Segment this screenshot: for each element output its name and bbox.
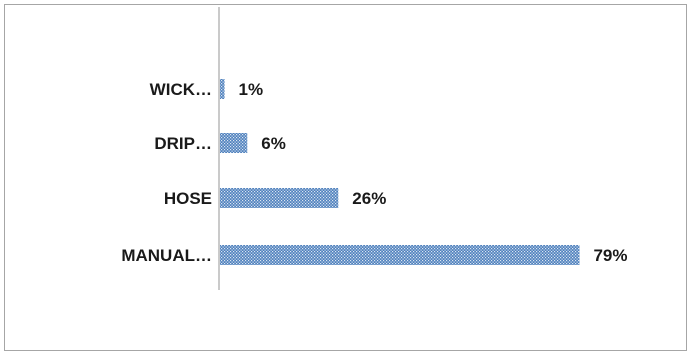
bar <box>220 79 225 99</box>
category-label: WICK… <box>150 80 212 99</box>
chart-marks: WICK… 1% DRIP… 6% HOSE 26% MANUAL… 79% <box>121 79 627 265</box>
data-label: 26% <box>352 189 386 208</box>
data-label: 6% <box>261 134 286 153</box>
bar <box>220 188 339 208</box>
data-label: 1% <box>239 80 264 99</box>
data-label: 79% <box>593 246 627 265</box>
chart-frame: WICK… 1% DRIP… 6% HOSE 26% MANUAL… 79% <box>4 4 687 351</box>
category-label: DRIP… <box>154 134 212 153</box>
category-label: MANUAL… <box>121 246 212 265</box>
category-label: HOSE <box>164 189 212 208</box>
bar <box>220 245 580 265</box>
bar <box>220 133 248 153</box>
chart-plot: WICK… 1% DRIP… 6% HOSE 26% MANUAL… 79% <box>121 7 627 290</box>
